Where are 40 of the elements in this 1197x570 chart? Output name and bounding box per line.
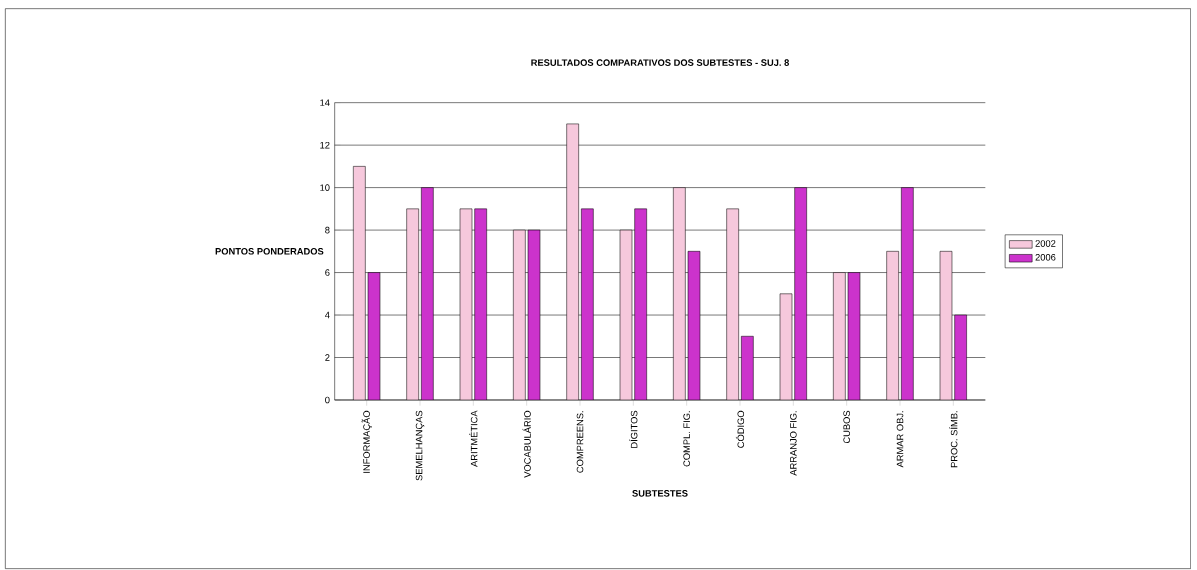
bar <box>886 251 899 400</box>
chart-title: RESULTADOS COMPARATIVOS DOS SUBTESTES - SUJ. 8 <box>531 59 789 66</box>
y-tick-label: 10 <box>320 184 330 191</box>
bar <box>794 187 807 400</box>
legend-label: 2002 <box>1035 240 1056 247</box>
y-tick-label: 12 <box>320 141 330 149</box>
bar <box>833 272 846 400</box>
bar <box>406 208 419 400</box>
x-tick-label: SEMELHANÇAS <box>415 410 425 481</box>
bar <box>474 208 487 400</box>
x-tick-label: ARRANJO FIG. <box>790 411 797 476</box>
bar <box>513 229 526 400</box>
y-tick-label: 0 <box>325 396 330 404</box>
bar <box>726 208 739 400</box>
x-tick-label: PROC. SÍMB. <box>949 411 958 468</box>
legend-label: 2006 <box>1035 254 1056 261</box>
x-tick-label: VOCABULÁRIO <box>522 410 531 478</box>
x-tick-label: COMPREENS. <box>576 411 584 473</box>
x-tick-label: COMPL. FIG. <box>683 411 690 467</box>
bar <box>581 208 594 400</box>
y-tick-label: 4 <box>324 311 330 319</box>
x-tick-label: CUBOS <box>843 410 850 444</box>
bar <box>673 187 686 400</box>
y-tick-label: 6 <box>325 269 330 276</box>
y-axis-title: PONTOS PONDERADOS <box>215 248 324 255</box>
x-tick-label: INFORMAÇÃO <box>361 410 372 473</box>
bar <box>353 166 366 400</box>
y-tick-label: 8 <box>325 226 330 234</box>
x-tick-label: DÍGITOS <box>629 410 638 448</box>
bar <box>954 314 967 400</box>
y-tick-label: 14 <box>320 99 330 106</box>
bar <box>566 123 579 400</box>
bar <box>634 208 647 400</box>
bar <box>421 187 434 400</box>
x-axis-title: SUBTESTES <box>632 490 688 497</box>
bar <box>901 187 914 400</box>
y-tick-label: 2 <box>325 354 330 361</box>
x-tick-label: ARMAR OBJ. <box>896 411 904 468</box>
x-tick-label: ARITMÉTICA <box>469 410 478 467</box>
x-tick-label: CÓDIGO <box>735 410 745 448</box>
